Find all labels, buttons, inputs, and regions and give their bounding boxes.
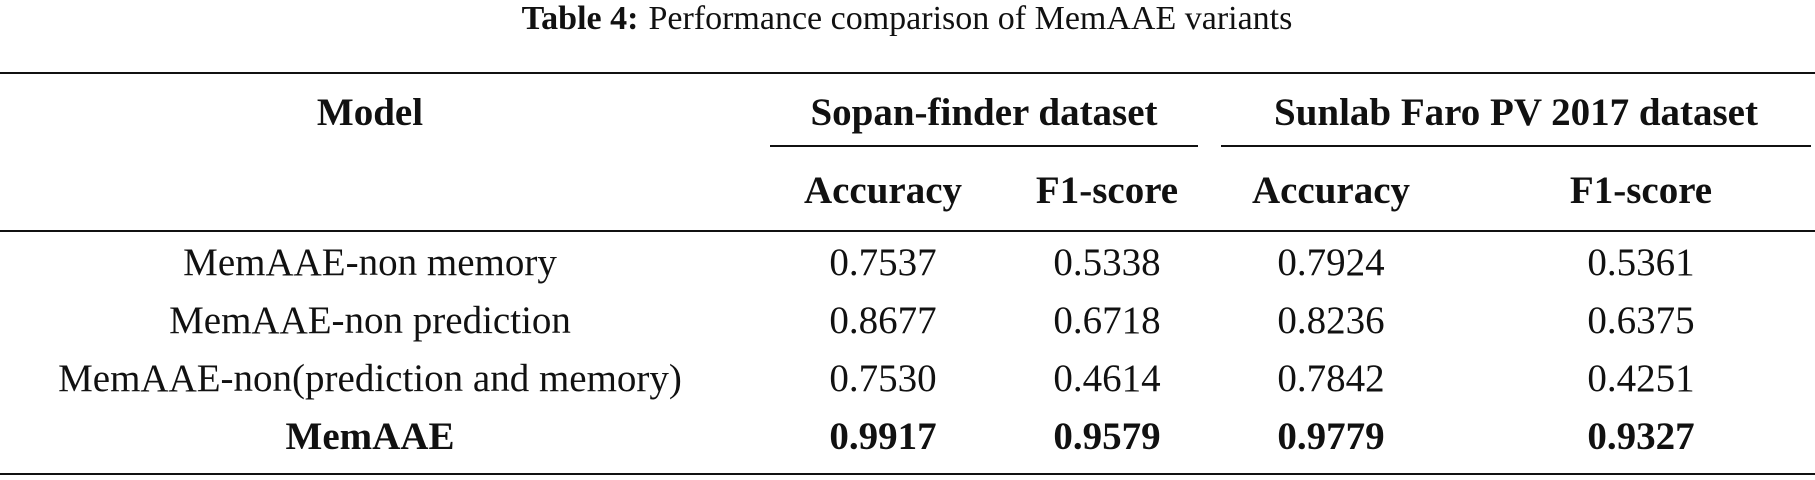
table-cell: MemAAE [286, 415, 455, 458]
table-cell: 0.9779 [1277, 415, 1384, 458]
table-cell: 0.9917 [829, 415, 936, 458]
sub-header: Accuracy [1252, 169, 1411, 212]
caption-label: Table 4: [522, 0, 639, 37]
table-cell: 0.7530 [829, 357, 936, 400]
table-cell: MemAAE-non prediction [169, 299, 571, 342]
group-header: Sopan-finder dataset [810, 91, 1157, 134]
table-cell: 0.5338 [1053, 241, 1160, 284]
sub-header: F1-score [1570, 169, 1712, 212]
table-cell: 0.7537 [829, 241, 936, 284]
table-cell: 0.8677 [829, 299, 936, 342]
column-header: Model [317, 91, 423, 134]
table-cell: 0.5361 [1587, 241, 1694, 284]
sub-header: Accuracy [804, 169, 963, 212]
table-cell: 0.9327 [1587, 415, 1694, 458]
table-cell: 0.6718 [1053, 299, 1160, 342]
table-cell: 0.4614 [1053, 357, 1160, 400]
sub-header: F1-score [1036, 169, 1178, 212]
table-cell: 0.8236 [1277, 299, 1384, 342]
table-cell: MemAAE-non(prediction and memory) [58, 357, 682, 400]
caption: Table 4: Performance comparison of MemAAE… [522, 0, 1293, 37]
table-cell: 0.7842 [1277, 357, 1384, 400]
table-cell: 0.9579 [1053, 415, 1160, 458]
caption-text: Performance comparison of MemAAE variant… [648, 0, 1292, 37]
group-header: Sunlab Faro PV 2017 dataset [1274, 91, 1758, 134]
table-cell: 0.4251 [1587, 357, 1694, 400]
table-cell: MemAAE-non memory [183, 241, 557, 284]
table-cell: 0.6375 [1587, 299, 1694, 342]
table-cell: 0.7924 [1277, 241, 1384, 284]
